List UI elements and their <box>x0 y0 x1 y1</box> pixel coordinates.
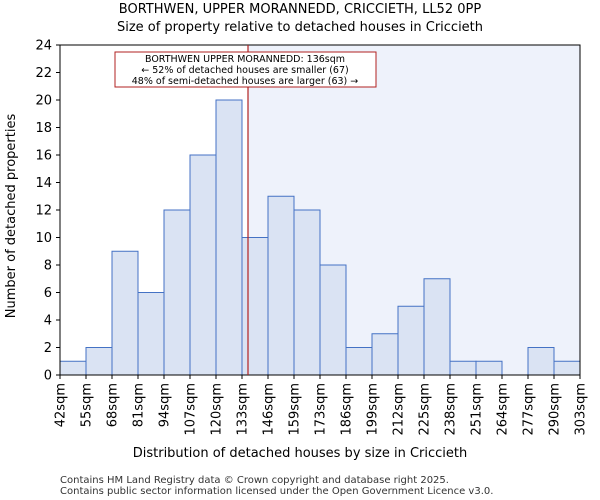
bar-42sqm <box>59 360 87 376</box>
x-tick-label: 81sqm <box>132 383 147 427</box>
footer-line-1: Contains HM Land Registry data © Crown c… <box>60 475 449 486</box>
chart-subtitle: Size of property relative to detached ho… <box>117 20 483 35</box>
bar-68sqm <box>111 250 139 376</box>
x-tick-label: 303sqm <box>574 383 589 436</box>
x-tick-label: 42sqm <box>54 383 69 427</box>
y-tick-label: 18 <box>35 121 52 136</box>
y-tick-label: 8 <box>44 259 52 274</box>
x-axis-label: Distribution of detached houses by size … <box>133 446 468 461</box>
y-tick-label: 20 <box>35 94 52 109</box>
y-tick-label: 10 <box>35 231 52 246</box>
y-tick-label: 4 <box>44 314 52 329</box>
x-tick-label: 120sqm <box>210 383 225 436</box>
y-tick-label: 24 <box>35 39 52 54</box>
x-tick-label: 277sqm <box>522 383 537 436</box>
x-tick-label: 55sqm <box>80 383 95 427</box>
bar-159sqm <box>293 209 321 376</box>
bar-251sqm <box>475 360 503 376</box>
y-tick-label: 0 <box>44 369 52 384</box>
x-tick-label: 68sqm <box>106 383 121 427</box>
bar-212sqm <box>397 305 425 376</box>
bar-94sqm <box>163 209 191 376</box>
bar-277sqm <box>527 347 555 376</box>
x-tick-label: 251sqm <box>470 383 485 436</box>
annotation-line-3: 48% of semi-detached houses are larger (… <box>132 76 359 87</box>
bar-290sqm <box>553 360 581 376</box>
x-tick-label: 225sqm <box>418 383 433 436</box>
x-tick-label: 264sqm <box>496 383 511 436</box>
bar-173sqm <box>319 264 347 376</box>
bar-133sqm <box>241 237 269 376</box>
y-tick-label: 6 <box>44 286 52 301</box>
footer-line-2: Contains public sector information licen… <box>60 486 493 497</box>
x-tick-label: 146sqm <box>262 383 277 436</box>
bar-120sqm <box>215 99 243 376</box>
x-tick-label: 238sqm <box>444 383 459 436</box>
y-tick-label: 2 <box>44 341 52 356</box>
x-tick-label: 290sqm <box>548 383 563 436</box>
bar-225sqm <box>423 278 451 376</box>
bar-81sqm <box>137 292 165 376</box>
bar-55sqm <box>85 347 113 376</box>
x-tick-label: 159sqm <box>288 383 303 436</box>
annotation-line-2: ← 52% of detached houses are smaller (67… <box>141 65 348 76</box>
y-tick-label: 14 <box>35 176 52 191</box>
x-tick-label: 133sqm <box>236 383 251 436</box>
y-tick-label: 22 <box>35 66 52 81</box>
x-tick-label: 199sqm <box>366 383 381 436</box>
bars <box>59 99 581 376</box>
x-ticks: 42sqm 55sqm 68sqm 81sqm 94sqm 107sqm 120sqm 133… <box>54 375 589 436</box>
x-tick-label: 186sqm <box>340 383 355 436</box>
x-tick-label: 107sqm <box>184 383 199 436</box>
bar-146sqm <box>267 195 295 376</box>
y-tick-label: 16 <box>35 149 52 164</box>
x-tick-label: 94sqm <box>158 383 173 427</box>
x-tick-label: 212sqm <box>392 383 407 436</box>
chart-title: BORTHWEN, UPPER MORANNEDD, CRICCIETH, LL… <box>119 2 482 17</box>
annotation-line-1: BORTHWEN UPPER MORANNEDD: 136sqm <box>145 54 345 65</box>
annotation-box: BORTHWEN UPPER MORANNEDD: 136sqm ← 52% o… <box>114 51 377 88</box>
x-tick-label: 173sqm <box>314 383 329 436</box>
y-tick-label: 12 <box>35 204 52 219</box>
bar-238sqm <box>449 360 477 376</box>
bar-186sqm <box>345 347 373 376</box>
y-axis-label: Number of detached properties <box>4 114 19 319</box>
bar-199sqm <box>371 333 399 376</box>
bar-107sqm <box>189 154 217 376</box>
